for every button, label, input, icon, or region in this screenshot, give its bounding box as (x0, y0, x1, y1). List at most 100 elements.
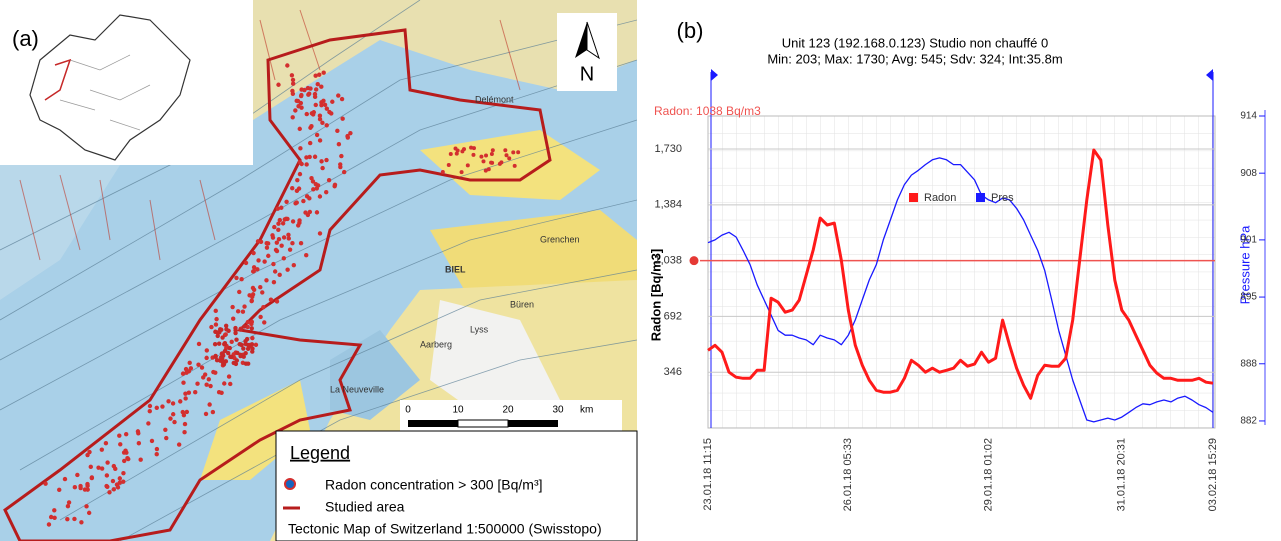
radon-point (204, 382, 209, 387)
north-label: N (580, 63, 594, 85)
radon-point (312, 91, 318, 97)
chart-subtitle: Min: 203; Max: 1730; Avg: 545; Sdv: 324;… (767, 51, 1062, 66)
radon-point (336, 142, 342, 147)
radon-point (310, 179, 316, 184)
radon-point (490, 148, 495, 153)
y-tick-label: 1,730 (654, 143, 682, 155)
scale-label: 10 (452, 405, 464, 416)
annotation: Radon: 1038 Bq/m3 (654, 104, 761, 118)
radon-point (317, 194, 323, 199)
y2-tick-label: 901 (1240, 235, 1257, 246)
radon-point (253, 342, 259, 348)
x-tick-label: 23.01.18 11:15 (702, 438, 714, 511)
radon-point (234, 358, 240, 363)
radon-point (276, 236, 282, 242)
radon-point (117, 476, 123, 481)
radon-point (459, 170, 464, 175)
radon-point (214, 316, 219, 322)
radon-point (163, 427, 168, 432)
radon-point (319, 84, 324, 89)
radon-point (172, 419, 177, 425)
radon-point (219, 390, 224, 395)
radon-point (196, 341, 202, 347)
radon-point (261, 305, 266, 310)
y-axis-title: Radon [Bq/m3] (648, 249, 663, 341)
inset-area (44, 58, 72, 101)
radon-point (214, 358, 220, 363)
radon-point (290, 77, 296, 83)
legend-label: Radon (924, 192, 956, 204)
radon-point (290, 115, 295, 120)
radon-point (122, 458, 127, 464)
radon-point (286, 232, 291, 238)
radon-point (166, 399, 171, 404)
radon-point (338, 162, 343, 167)
radon-point (213, 354, 218, 360)
radon-point (229, 339, 234, 344)
radon-point (446, 162, 451, 167)
radon-point (147, 403, 153, 409)
radon-point (136, 431, 141, 436)
radon-point (290, 91, 296, 96)
radon-point (245, 324, 250, 330)
radon-point (274, 299, 280, 304)
radon-point (320, 120, 325, 126)
radon-point (245, 319, 251, 325)
radon-point (303, 210, 308, 215)
radon-point (213, 322, 219, 327)
scale-label: 0 (405, 405, 411, 416)
place-label: Lyss (470, 324, 489, 334)
radon-point (249, 326, 254, 331)
radon-point (110, 478, 116, 484)
radon-point (249, 298, 254, 304)
radon-point (504, 153, 509, 158)
radon-point (107, 490, 112, 495)
radon-point (289, 73, 295, 78)
legend-swatch (976, 193, 985, 202)
series-line (707, 148, 1214, 400)
radon-point (319, 102, 324, 108)
radon-point (298, 146, 303, 151)
radon-point (168, 416, 173, 421)
radon-point (204, 355, 209, 361)
radon-point (440, 170, 445, 175)
radon-point (324, 123, 329, 128)
radon-point (486, 167, 491, 172)
radon-point (183, 396, 188, 401)
radon-point (113, 466, 118, 472)
radon-point (243, 361, 249, 366)
radon-point (52, 508, 57, 513)
radon-point (187, 360, 192, 365)
radon-point (226, 374, 232, 379)
radon-point (121, 470, 126, 476)
radon-point (280, 221, 286, 226)
scale-labels: 0 10 20 30 (405, 405, 564, 416)
radon-point (86, 510, 92, 516)
radon-point (46, 522, 52, 527)
radon-point (286, 236, 291, 241)
radon-point (264, 278, 269, 283)
radon-point (499, 160, 504, 165)
radon-point (511, 150, 516, 155)
radon-point (222, 341, 228, 346)
radon-point (188, 366, 194, 371)
radon-point (271, 261, 276, 267)
panel-label: (a) (12, 26, 39, 51)
legend-dot (284, 478, 296, 490)
radon-point (270, 235, 276, 240)
radon-point (264, 245, 270, 250)
radon-point (72, 516, 77, 522)
radon-point (317, 72, 322, 77)
radon-point (301, 198, 306, 204)
radon-point (348, 130, 353, 136)
tectonic-lines (0, 0, 637, 541)
radon-point (221, 362, 227, 367)
radon-point (43, 481, 48, 486)
radon-point (99, 447, 105, 452)
radon-point (231, 360, 236, 366)
radon-point (75, 472, 80, 478)
radon-point (196, 362, 201, 367)
radon-point (481, 159, 486, 164)
radon-point (274, 240, 280, 245)
radon-point (308, 86, 313, 91)
